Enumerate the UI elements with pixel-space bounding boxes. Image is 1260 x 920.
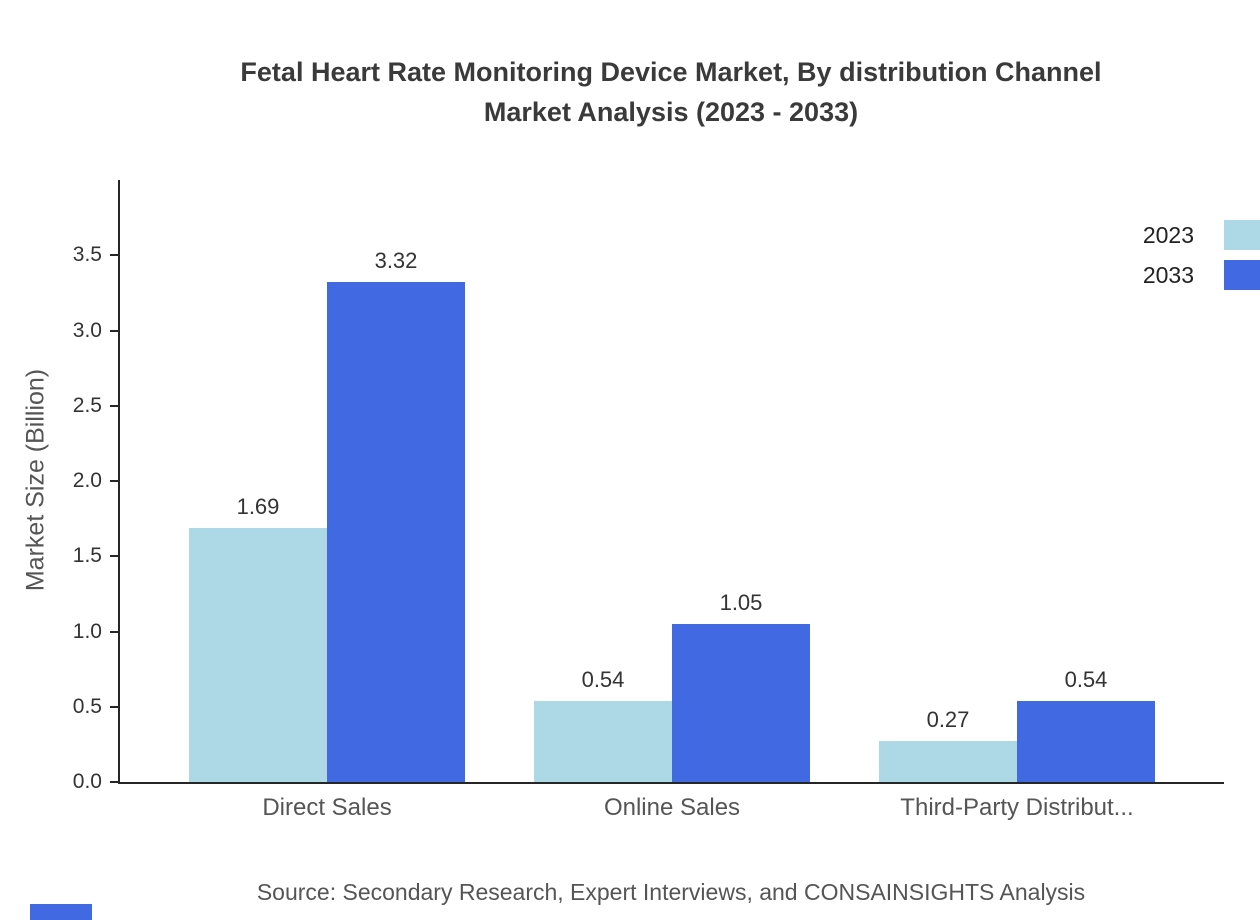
y-tick-label: 0.5: [72, 694, 102, 718]
bar-2023: 1.69: [189, 494, 327, 782]
chart-title: Fetal Heart Rate Monitoring Device Marke…: [80, 52, 1260, 132]
legend-label: 2023: [1142, 221, 1194, 248]
y-tick-mark: [110, 555, 118, 558]
x-category-label: Direct Sales: [262, 794, 392, 821]
bar-groups: 1.69 3.32 Direct Sales 0.54 1.05 Online Sales…: [120, 180, 1224, 821]
legend-label: 2033: [1142, 261, 1194, 288]
y-tick-label: 3.0: [72, 318, 102, 342]
y-tick-mark: [110, 480, 118, 482]
y-tick-mark: [110, 705, 118, 708]
y-tick-mark: [110, 404, 118, 407]
legend-swatch: [1224, 220, 1260, 250]
y-tick-mark: [110, 630, 118, 633]
bar-value-label: 0.54: [581, 666, 625, 692]
y-tick-label: 0.0: [72, 770, 102, 793]
bar-group: 1.69 3.32 Direct Sales: [189, 248, 465, 821]
y-tick-label: 2.5: [72, 393, 102, 417]
bar-2033: 1.05: [672, 590, 810, 782]
y-tick-label: 1.5: [72, 544, 102, 568]
y-tick-label: 1.0: [72, 619, 102, 643]
bar-value-label: 3.32: [374, 248, 418, 274]
bottom-left-accent: [30, 904, 92, 920]
y-tick-label: 2.0: [72, 469, 102, 492]
bar-value-label: 1.05: [719, 589, 763, 615]
bar-2033: 0.54: [1017, 667, 1155, 782]
y-tick-mark: [110, 254, 118, 257]
chart-title-line1: Fetal Heart Rate Monitoring Device Marke…: [240, 57, 1102, 87]
y-tick-mark: [110, 329, 118, 332]
bar-value-label: 0.27: [926, 707, 970, 733]
x-category-label: Third-Party Distribut...: [900, 794, 1134, 821]
bar-group: 0.27 0.54 Third-Party Distribut...: [879, 667, 1155, 821]
bar-value-label: 0.54: [1064, 666, 1108, 692]
source-note: Source: Secondary Research, Expert Inter…: [256, 879, 1086, 905]
y-tick-label: 3.5: [72, 243, 102, 267]
legend-swatch: [1224, 260, 1260, 290]
bar-value-label: 1.69: [236, 493, 280, 519]
legend-item-2023: 2023: [1143, 220, 1260, 250]
chart-title-line2: Market Analysis (2023 - 2033): [483, 97, 859, 127]
bar-2033: 3.32: [327, 248, 465, 782]
bar-group: 0.54 1.05 Online Sales: [534, 590, 810, 821]
legend: 2023 2033: [1143, 220, 1260, 290]
x-category-label: Online Sales: [603, 794, 741, 821]
y-tick-mark: [110, 781, 118, 783]
plot-area: 0.0 0.5 1.0 1.5 2.0 2.5 3.0 3.5 1.69 3.32 Direct S…: [73, 180, 1224, 821]
legend-item-2033: 2033: [1143, 260, 1260, 290]
bar-2023: 0.27: [879, 707, 1017, 782]
bar-2023: 0.54: [534, 667, 672, 782]
